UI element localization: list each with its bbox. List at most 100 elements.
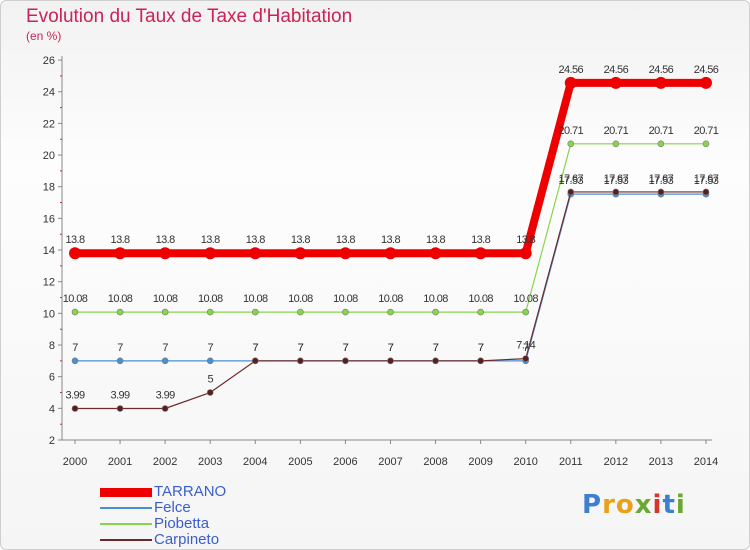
data-point-piobetta xyxy=(206,308,214,316)
x-tick-label: 2013 xyxy=(649,456,673,468)
data-label-piobetta: 10.08 xyxy=(378,293,403,305)
x-tick-label: 2002 xyxy=(153,456,177,468)
legend-label: Piobetta xyxy=(154,515,210,532)
data-point-piobetta xyxy=(657,140,665,148)
data-point-carpineto xyxy=(206,389,214,396)
data-label-tarrano: 13.8 xyxy=(156,234,175,246)
legend-swatch xyxy=(100,539,152,541)
series-line-felce xyxy=(74,193,707,362)
data-label-tarrano: 24.56 xyxy=(604,64,629,76)
data-point-tarrano xyxy=(294,247,307,260)
data-label-piobetta: 10.08 xyxy=(288,293,313,305)
x-tick-label: 2000 xyxy=(63,456,87,468)
data-point-tarrano xyxy=(69,247,81,260)
data-label-felce: 17.53 xyxy=(604,175,629,187)
data-label-piobetta: 20.71 xyxy=(604,125,629,137)
data-label-piobetta: 10.08 xyxy=(423,293,448,305)
data-label-carpineto: 3.99 xyxy=(156,389,175,401)
y-tick-label: 8 xyxy=(49,340,55,352)
data-label-piobetta: 10.08 xyxy=(198,293,223,305)
data-label-tarrano: 13.8 xyxy=(336,234,355,246)
data-label-piobetta: 20.71 xyxy=(649,125,674,137)
x-tick-label: 2014 xyxy=(694,456,718,468)
data-label-felce: 7 xyxy=(523,342,529,354)
data-point-piobetta xyxy=(71,308,79,316)
data-label-felce: 7 xyxy=(162,342,168,354)
data-label-piobetta: 10.08 xyxy=(108,293,133,305)
data-point-carpineto xyxy=(477,357,484,365)
data-point-carpineto xyxy=(297,357,304,365)
data-label-carpineto: 17.67 xyxy=(649,173,674,185)
data-point-piobetta xyxy=(251,308,259,316)
data-label-carpineto: 17.67 xyxy=(559,173,584,185)
data-label-carpineto: 3.99 xyxy=(65,389,84,401)
legend-label: Carpineto xyxy=(154,531,220,548)
x-tick-label: 2004 xyxy=(243,456,267,468)
data-label-felce: 7 xyxy=(117,342,123,354)
data-point-carpineto xyxy=(612,188,620,196)
data-label-carpineto: 7 xyxy=(478,342,484,354)
data-label-piobetta: 10.08 xyxy=(243,293,268,305)
data-point-tarrano xyxy=(339,247,352,260)
y-tick-label: 16 xyxy=(43,213,55,225)
y-tick-label: 2 xyxy=(49,435,55,447)
data-point-piobetta xyxy=(477,308,484,316)
data-point-carpineto xyxy=(161,405,169,412)
data-label-piobetta: 20.71 xyxy=(559,125,584,137)
data-point-carpineto xyxy=(71,405,79,412)
data-point-piobetta xyxy=(432,308,439,316)
data-label-tarrano: 13.8 xyxy=(516,234,535,246)
legend-label: Felce xyxy=(154,499,191,516)
legend-swatch xyxy=(100,523,152,525)
data-label-carpineto: 17.67 xyxy=(694,173,719,185)
x-tick-label: 2009 xyxy=(468,456,492,468)
data-label-piobetta: 20.71 xyxy=(694,125,719,137)
y-tick-label: 4 xyxy=(49,403,55,415)
data-label-piobetta: 10.08 xyxy=(333,293,358,305)
data-point-carpineto xyxy=(116,405,124,412)
chart-title: Evolution du Taux de Taxe d'Habitation xyxy=(26,6,353,27)
data-point-piobetta xyxy=(567,140,575,148)
data-point-piobetta xyxy=(116,308,124,316)
data-label-tarrano: 24.56 xyxy=(559,64,584,76)
data-point-piobetta xyxy=(522,308,530,316)
data-point-carpineto xyxy=(387,357,394,365)
x-tick-label: 2006 xyxy=(333,456,357,468)
data-label-felce: 7 xyxy=(388,342,394,354)
data-label-tarrano: 13.8 xyxy=(426,234,445,246)
data-label-felce: 7 xyxy=(298,342,304,354)
series-line-piobetta xyxy=(74,143,707,313)
data-point-carpineto xyxy=(567,188,575,196)
data-point-tarrano xyxy=(159,247,172,260)
data-point-felce xyxy=(71,357,79,365)
y-tick-label: 14 xyxy=(43,245,55,257)
data-point-piobetta xyxy=(297,308,304,316)
data-label-felce: 17.53 xyxy=(649,175,674,187)
data-label-tarrano: 13.8 xyxy=(291,234,310,246)
data-point-tarrano xyxy=(114,247,127,260)
data-label-felce: 7 xyxy=(343,342,349,354)
data-point-carpineto xyxy=(432,357,439,365)
data-point-felce xyxy=(116,357,124,365)
data-point-piobetta xyxy=(387,308,394,316)
y-tick-label: 22 xyxy=(43,118,55,130)
data-label-carpineto: 7.14 xyxy=(516,340,535,352)
data-label-carpineto: 17.67 xyxy=(604,173,629,185)
data-label-piobetta: 10.08 xyxy=(63,293,88,305)
data-point-tarrano xyxy=(474,247,487,260)
data-label-tarrano: 24.56 xyxy=(694,64,719,76)
data-point-tarrano xyxy=(609,76,622,89)
data-point-piobetta xyxy=(702,140,710,148)
data-label-tarrano: 24.56 xyxy=(649,64,674,76)
data-point-tarrano xyxy=(654,76,667,89)
data-point-tarrano xyxy=(204,247,217,260)
data-label-tarrano: 13.8 xyxy=(111,234,130,246)
data-label-felce: 7 xyxy=(433,342,439,354)
y-tick-label: 24 xyxy=(43,87,55,99)
y-tick-label: 10 xyxy=(43,308,55,320)
data-point-carpineto xyxy=(702,188,710,196)
data-point-tarrano xyxy=(564,76,577,89)
x-tick-label: 2010 xyxy=(513,456,537,468)
